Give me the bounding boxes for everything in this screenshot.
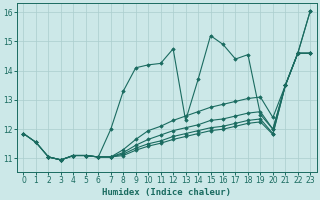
X-axis label: Humidex (Indice chaleur): Humidex (Indice chaleur): [102, 188, 231, 197]
